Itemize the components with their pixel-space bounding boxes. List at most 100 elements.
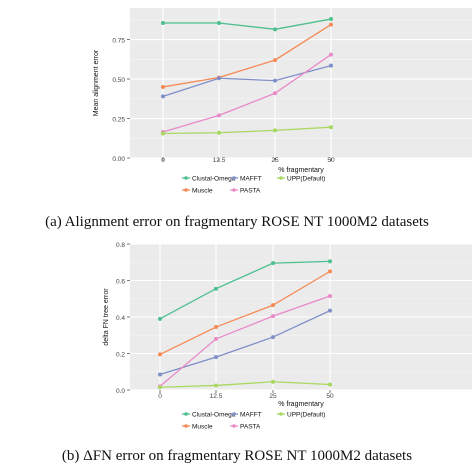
- data-point: [271, 303, 275, 308]
- data-point: [217, 130, 221, 135]
- caption-a: (a) Alignment error on fragmentary ROSE …: [45, 214, 429, 230]
- data-point: [329, 63, 333, 68]
- series-mafft: [158, 308, 332, 377]
- y-tick-label: 0.50: [112, 77, 125, 84]
- legend-marker: [232, 176, 236, 180]
- legend-marker: [184, 176, 188, 180]
- x-tick-label: 0: [161, 157, 165, 164]
- legend-label: MAFFT: [240, 412, 262, 419]
- legend-label: PASTA: [240, 188, 261, 195]
- series-clustal-omega: [161, 17, 333, 32]
- data-point: [273, 58, 277, 63]
- legend: Clustal-Omega Muscle MAFFT PASTA UPP(Default…: [182, 176, 325, 195]
- data-point: [214, 325, 218, 330]
- legend-item: MAFFT: [230, 412, 262, 419]
- legend-marker: [184, 412, 188, 416]
- legend-marker: [232, 424, 236, 428]
- legend-item: Clustal-Omega: [182, 412, 236, 419]
- data-point: [328, 308, 332, 313]
- legend-item: Muscle: [182, 188, 213, 195]
- data-point: [158, 372, 162, 377]
- legend-label: Muscle: [192, 424, 213, 431]
- data-point: [271, 379, 275, 384]
- data-point: [161, 84, 165, 89]
- data-point: [271, 261, 275, 266]
- legend-label: Muscle: [192, 188, 213, 195]
- data-point: [158, 352, 162, 357]
- data-point: [329, 22, 333, 27]
- y-axis-label: Mean alignment error: [93, 49, 100, 116]
- data-point: [161, 21, 165, 25]
- legend-item: Clustal-Omega: [182, 176, 236, 183]
- legend-label: PASTA: [240, 424, 261, 431]
- y-tick-label: 0.4: [116, 315, 125, 322]
- series-line: [163, 18, 332, 30]
- data-point: [214, 286, 218, 291]
- data-point: [273, 91, 277, 96]
- data-point: [273, 78, 277, 83]
- y-tick-label: 0.8: [116, 242, 125, 249]
- legend-label: UPP(Default): [287, 176, 325, 183]
- x-axis-label: % fragmentary: [278, 401, 324, 408]
- legend-label: Clustal-Omega: [192, 176, 236, 183]
- data-point: [161, 131, 165, 136]
- y-tick-label: 0.75: [112, 38, 125, 45]
- series-line: [162, 54, 332, 133]
- data-point: [329, 52, 333, 57]
- data-point: [158, 385, 162, 390]
- chart-a: 0.00 0.25 0.50 0.75 0 12.5 25 50% fragmentary Me…: [93, 8, 472, 195]
- x-axis-label: % fragmentary: [278, 167, 324, 174]
- data-point: [328, 269, 332, 274]
- x-tick-label: 25: [269, 393, 277, 400]
- data-point: [271, 314, 275, 319]
- data-point: [328, 259, 332, 264]
- x-tick-label: 25: [271, 157, 279, 164]
- data-point: [214, 383, 218, 388]
- y-tick-label: 0.6: [116, 279, 125, 286]
- series-upp-default-: [158, 379, 332, 390]
- data-point: [273, 27, 277, 32]
- data-point: [273, 128, 277, 133]
- legend-label: UPP(Default): [287, 412, 325, 419]
- x-tick-label: 12.5: [213, 157, 226, 164]
- data-point: [161, 94, 165, 99]
- y-tick-label: 0.00: [112, 156, 125, 163]
- legend-marker: [279, 176, 283, 180]
- series-muscle: [158, 269, 332, 357]
- legend: Clustal-Omega Muscle MAFFT PASTA UPP(Default…: [182, 412, 325, 431]
- y-tick-label: 0.2: [116, 352, 125, 359]
- legend-item: MAFFT: [230, 176, 262, 183]
- legend-item: Muscle: [182, 424, 213, 431]
- x-tick-label: 50: [327, 157, 335, 164]
- data-point: [214, 336, 218, 341]
- series-line: [159, 310, 331, 376]
- legend-item: UPP(Default): [277, 176, 325, 183]
- data-point: [217, 113, 221, 118]
- data-point: [328, 382, 332, 387]
- chart-b: 0.0 0.2 0.4 0.6 0.8 0 12.5 25 50% fragmentary del…: [103, 242, 472, 431]
- y-tick-label: 0.25: [112, 117, 125, 124]
- series-upp-default-: [161, 125, 333, 136]
- data-point: [329, 17, 333, 22]
- legend-marker: [184, 188, 188, 192]
- legend-marker: [279, 412, 283, 416]
- data-point: [217, 76, 221, 81]
- data-point: [158, 316, 162, 321]
- x-tick-label: 12.5: [210, 393, 223, 400]
- legend-marker: [232, 412, 236, 416]
- plot-panel: [130, 8, 472, 158]
- legend-item: PASTA: [230, 424, 261, 431]
- data-point: [328, 294, 332, 299]
- y-axis-label: delta FN tree error: [103, 288, 110, 346]
- caption-b: (b) ΔFN error on fragmentary ROSE NT 100…: [61, 448, 413, 464]
- x-tick-label: 50: [326, 393, 334, 400]
- data-point: [329, 125, 333, 130]
- legend-marker: [184, 424, 188, 428]
- series-clustal-omega: [158, 259, 332, 321]
- legend-marker: [232, 188, 236, 192]
- data-point: [217, 21, 221, 25]
- y-tick-label: 0.0: [116, 388, 125, 395]
- data-point: [271, 335, 275, 340]
- x-tick-label: 0: [158, 393, 162, 400]
